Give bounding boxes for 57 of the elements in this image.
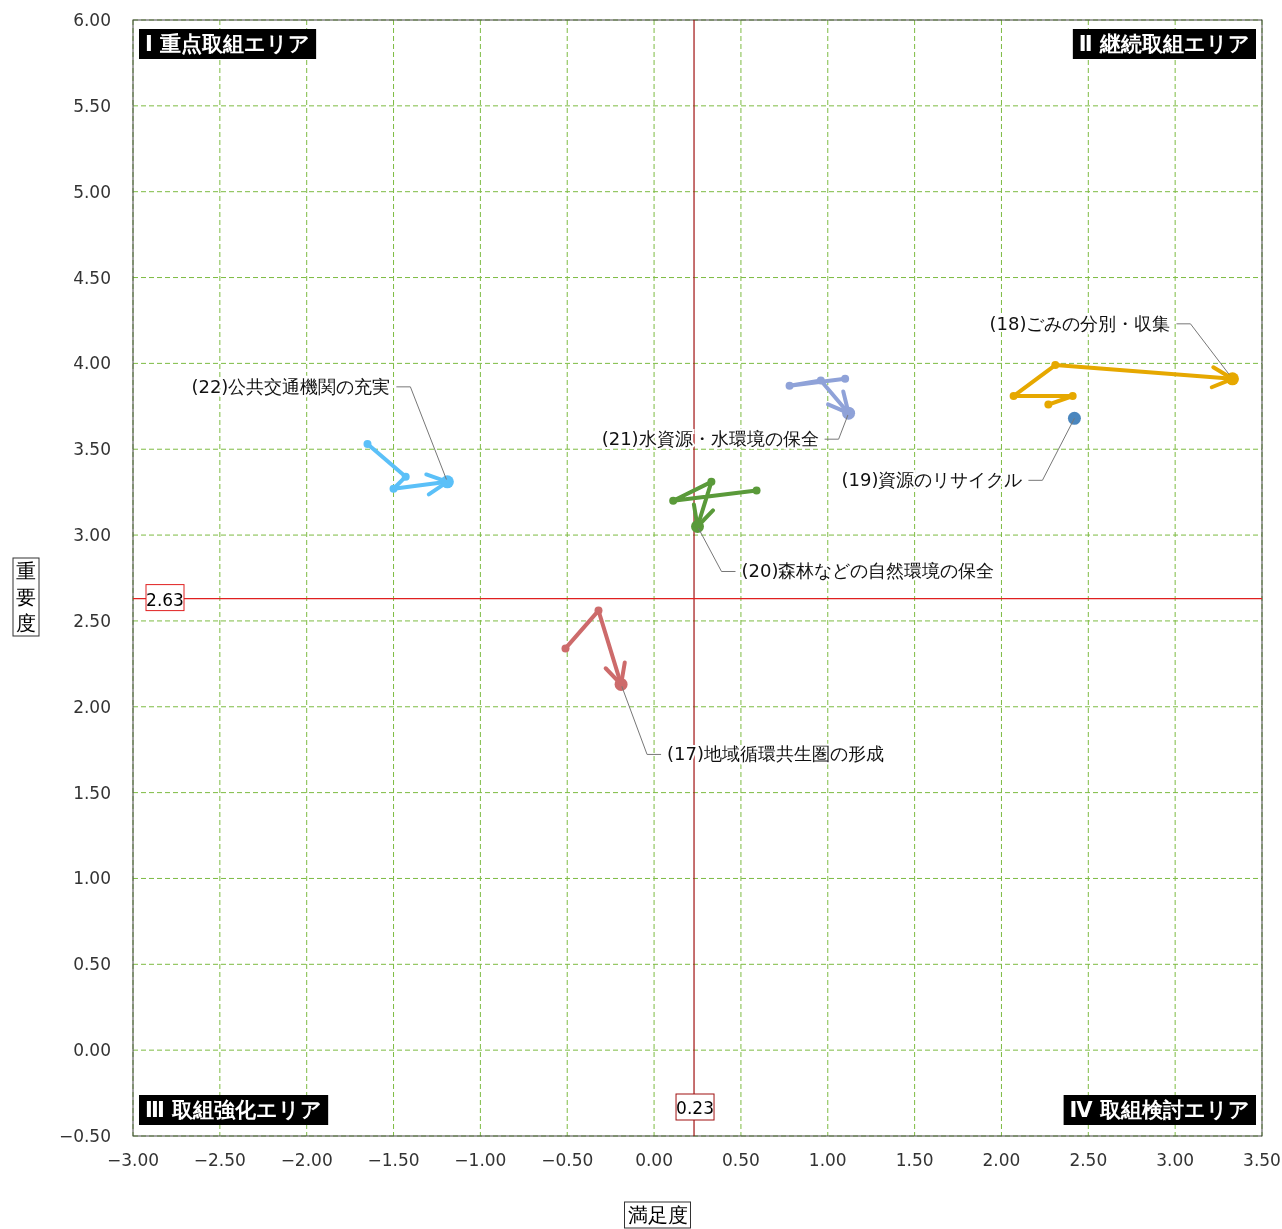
y-tick-label: 3.00 — [73, 525, 111, 546]
text: (22)公共交通機関の充実 — [191, 375, 391, 397]
point — [561, 644, 570, 653]
point — [1051, 361, 1060, 370]
y-tick-label: 5.00 — [73, 181, 111, 202]
ref-line-label: 0.23 — [676, 1098, 714, 1118]
y-tick-label: 4.00 — [73, 353, 111, 374]
point — [707, 477, 716, 486]
point — [669, 496, 678, 505]
y-tick-label: 3.50 — [73, 439, 111, 460]
y-tick-label: 4.50 — [73, 267, 111, 288]
point — [1009, 392, 1018, 401]
annotation: Ⅰ 重点取組エリア — [145, 32, 311, 56]
point — [389, 484, 398, 493]
point — [401, 472, 410, 481]
x-tick-label: 1.50 — [895, 1150, 934, 1170]
point — [841, 374, 850, 383]
y-tick-label: −0.50 — [58, 1126, 111, 1146]
y-tick-label: 5.50 — [73, 95, 111, 116]
x-tick-label: 1.00 — [808, 1150, 847, 1170]
x-tick-label: −1.50 — [367, 1150, 420, 1170]
point — [594, 606, 603, 615]
x-tick-label: 0.50 — [721, 1150, 760, 1170]
y-tick-label: 0.50 — [73, 954, 111, 975]
x-tick-label: 3.50 — [1243, 1150, 1281, 1170]
annotation: Ⅲ 取組強化エリア — [145, 1098, 323, 1122]
point — [1044, 400, 1053, 409]
text: (19)資源のリサイクル — [841, 469, 1023, 491]
x-axis-title: 満足度 — [627, 1203, 688, 1227]
y-tick-label: 2.00 — [73, 696, 111, 717]
point — [363, 440, 372, 449]
x-tick-label: 2.00 — [982, 1150, 1021, 1170]
x-tick-label: −1.00 — [454, 1150, 507, 1170]
annotation: Ⅱ 継続取組エリア — [1078, 32, 1250, 56]
y-axis-title: 重要度 — [16, 559, 36, 635]
x-tick-label: 2.50 — [1069, 1150, 1108, 1170]
y-tick-label: 1.00 — [73, 868, 111, 889]
x-tick-label: −3.00 — [106, 1150, 160, 1170]
point — [752, 486, 761, 495]
point — [1067, 411, 1081, 425]
ref-line-label: 2.63 — [146, 589, 184, 610]
y-tick-label: 2.50 — [73, 610, 111, 631]
x-tick-label: −0.50 — [541, 1150, 594, 1170]
x-tick-label: −2.00 — [280, 1150, 333, 1170]
series-label: (21)水資源・水環境の保全 — [601, 428, 819, 450]
point — [785, 381, 794, 390]
y-tick-label: 1.50 — [73, 782, 111, 803]
annotation: Ⅳ 取組検討エリア — [1069, 1098, 1250, 1122]
y-tick-label: 0.00 — [73, 1040, 111, 1061]
x-tick-label: 3.00 — [1156, 1150, 1195, 1170]
x-tick-label: −2.50 — [193, 1150, 246, 1170]
text: (20)森林などの自然環境の保全 — [741, 560, 995, 582]
y-tick-label: 6.00 — [73, 10, 111, 30]
point — [1068, 392, 1077, 401]
text: (18)ごみの分別・収集 — [989, 312, 1171, 334]
point — [816, 376, 825, 385]
x-tick-label: 0.00 — [635, 1150, 674, 1170]
